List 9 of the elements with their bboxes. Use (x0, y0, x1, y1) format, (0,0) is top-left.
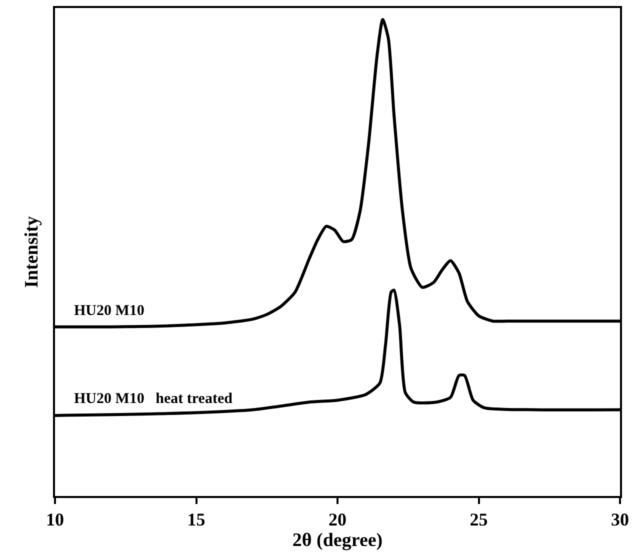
x-tick-label: 10 (46, 510, 64, 530)
x-tick-label: 25 (470, 510, 488, 530)
x-tick-label: 20 (328, 510, 346, 530)
y-axis-title: Intensity (21, 216, 42, 288)
series-label: HU20 M10 heat treated (74, 391, 234, 407)
x-axis-title: 2θ (degree) (292, 530, 383, 551)
series-label: HU20 M10 (74, 303, 144, 319)
x-tick-label: 30 (611, 510, 629, 530)
x-tick-label: 15 (187, 510, 206, 530)
